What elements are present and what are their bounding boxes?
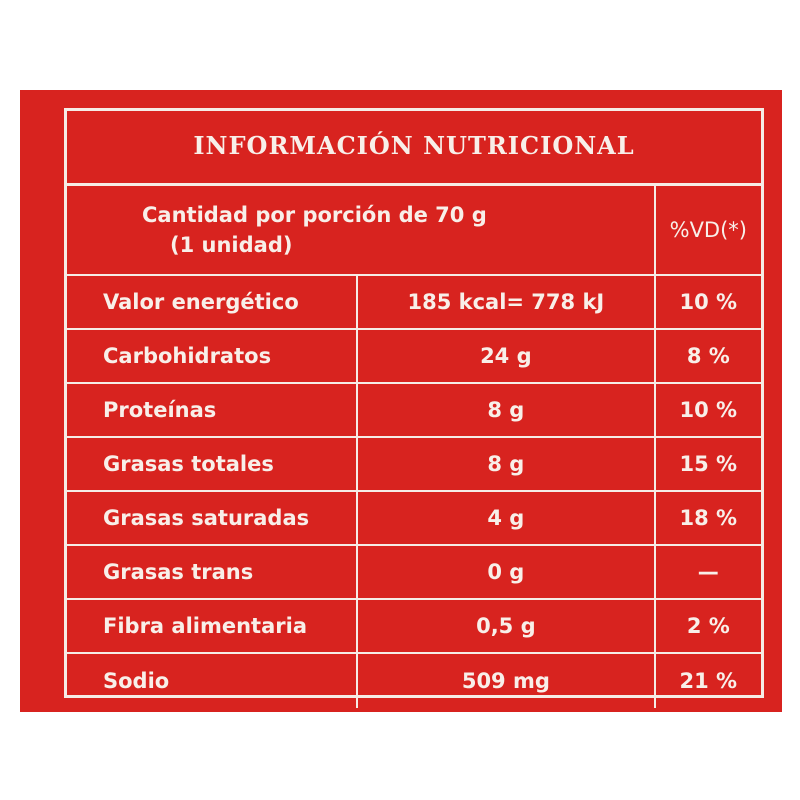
nutrient-amount: 0 g	[356, 544, 656, 600]
table-row: Grasas totales 8 g 15 %	[67, 436, 761, 492]
nutrient-name: Grasas totales	[67, 436, 359, 492]
nutrient-vd: —	[653, 544, 761, 600]
table-row: Grasas saturadas 4 g 18 %	[67, 490, 761, 546]
package-background: INFORMACIÓN NUTRICIONAL Cantidad por por…	[20, 90, 782, 712]
nutrient-vd: 18 %	[653, 490, 761, 546]
nutrient-amount: 0,5 g	[356, 598, 656, 654]
nutrient-name: Grasas saturadas	[67, 490, 359, 546]
nutrient-amount: 24 g	[356, 328, 656, 384]
nutrient-vd: 10 %	[653, 382, 761, 438]
label-title: INFORMACIÓN NUTRICIONAL	[67, 111, 761, 186]
nutrient-name: Proteínas	[67, 382, 359, 438]
portion-header: Cantidad por porción de 70 g (1 unidad)	[67, 186, 656, 276]
table-row: Valor energético 185 kcal= 778 kJ 10 %	[67, 274, 761, 330]
nutrient-amount: 4 g	[356, 490, 656, 546]
nutrient-vd: 10 %	[653, 274, 761, 330]
table-row: Proteínas 8 g 10 %	[67, 382, 761, 438]
nutrient-name: Fibra alimentaria	[67, 598, 359, 654]
nutrition-table: Cantidad por porción de 70 g (1 unidad) …	[67, 186, 761, 708]
nutrient-name: Valor energético	[67, 274, 359, 330]
portion-line-2: (1 unidad)	[170, 233, 293, 257]
nutrient-amount: 509 mg	[356, 652, 656, 708]
vd-header: %VD(*)	[653, 186, 761, 276]
nutrient-vd: 21 %	[653, 652, 761, 708]
nutrient-name: Carbohidratos	[67, 328, 359, 384]
nutrient-amount: 8 g	[356, 436, 656, 492]
nutrient-name: Sodio	[67, 652, 359, 708]
table-row: Fibra alimentaria 0,5 g 2 %	[67, 598, 761, 654]
table-row: Sodio 509 mg 21 %	[67, 652, 761, 708]
table-row: Carbohidratos 24 g 8 %	[67, 328, 761, 384]
nutrient-vd: 2 %	[653, 598, 761, 654]
table-row: Grasas trans 0 g —	[67, 544, 761, 600]
nutrient-amount: 185 kcal= 778 kJ	[356, 274, 656, 330]
table-header-row: Cantidad por porción de 70 g (1 unidad) …	[67, 186, 761, 276]
nutrient-vd: 15 %	[653, 436, 761, 492]
nutrient-amount: 8 g	[356, 382, 656, 438]
nutrient-name: Grasas trans	[67, 544, 359, 600]
portion-line-1: Cantidad por porción de 70 g	[142, 203, 487, 227]
nutrition-label: INFORMACIÓN NUTRICIONAL Cantidad por por…	[64, 108, 764, 708]
nutrient-vd: 8 %	[653, 328, 761, 384]
